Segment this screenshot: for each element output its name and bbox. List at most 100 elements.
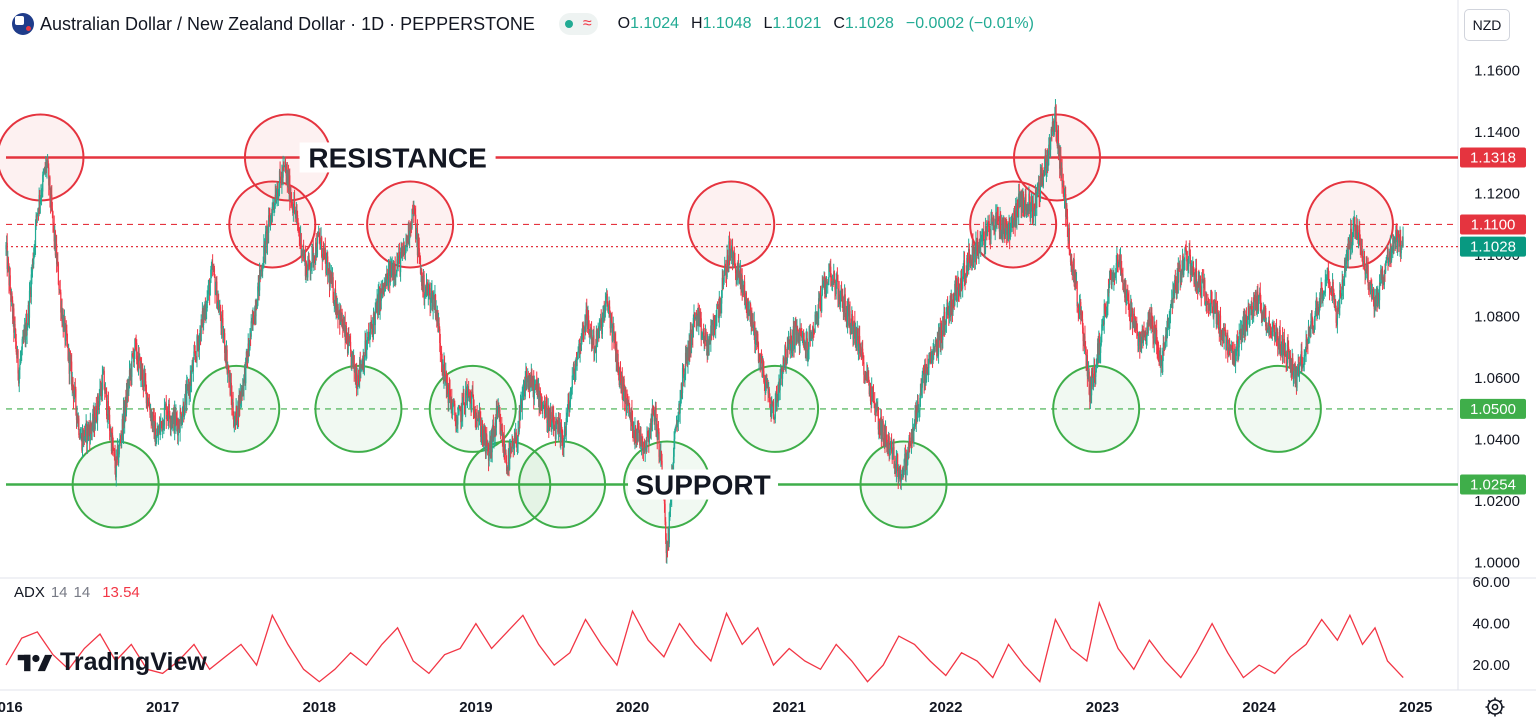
candle-body <box>1361 239 1363 257</box>
support-circle <box>518 440 607 529</box>
candle-body <box>1060 155 1062 174</box>
candle-body <box>395 272 397 276</box>
time-axis-tick-label: 2018 <box>303 699 336 716</box>
candle-body <box>736 271 738 280</box>
candle-body <box>980 241 982 248</box>
candle-body <box>755 332 757 344</box>
candle-body <box>116 456 118 458</box>
candle-body <box>510 451 513 453</box>
candle-body <box>1273 326 1275 332</box>
symbol-title[interactable]: Australian Dollar / New Zealand Dollar ·… <box>40 13 535 34</box>
settings-gear-icon[interactable] <box>1484 696 1506 718</box>
adx-param-2: 14 <box>73 584 91 601</box>
candle-body <box>263 241 266 245</box>
candle-body <box>173 409 175 431</box>
candle-body <box>1293 364 1295 378</box>
candle-body <box>1284 354 1286 355</box>
candle-body <box>224 333 226 354</box>
candle-body <box>1386 254 1388 258</box>
candle-body <box>857 344 860 351</box>
candle-body <box>1074 277 1076 288</box>
tradingview-logo[interactable]: TradingView <box>16 648 207 677</box>
candle-body <box>884 432 886 447</box>
candle-body <box>442 366 444 379</box>
candle-body <box>462 393 464 399</box>
candle-body <box>684 374 686 377</box>
currency-selector[interactable]: NZD <box>1464 9 1510 41</box>
candle-body <box>727 265 729 268</box>
candle-body <box>335 303 337 311</box>
candle-body <box>146 393 148 404</box>
candle-body <box>765 380 767 383</box>
candle-body <box>1130 301 1132 322</box>
candle-body <box>1368 285 1370 289</box>
candle-body <box>862 348 864 356</box>
candle-body <box>1325 279 1327 281</box>
candle-body <box>13 323 16 333</box>
candle-body <box>1025 208 1028 210</box>
candle-body <box>222 318 224 338</box>
candle-body <box>575 361 578 367</box>
candle-body <box>1350 228 1352 249</box>
candle-body <box>995 212 997 226</box>
candle-body <box>1103 320 1105 325</box>
candle-body <box>952 300 954 313</box>
candle-body <box>266 230 268 245</box>
candle-body <box>1153 338 1155 343</box>
candle-body <box>549 417 551 419</box>
candle-body <box>421 269 423 286</box>
candle-body <box>733 256 735 258</box>
candle-body <box>833 271 835 283</box>
candle-body <box>357 375 359 389</box>
candle-body <box>99 388 101 398</box>
candle-body <box>1239 329 1241 333</box>
candle-body <box>1323 293 1325 295</box>
candle-body <box>307 255 310 267</box>
candle-body <box>231 402 234 407</box>
candle-body <box>1045 167 1048 174</box>
candle-body <box>913 423 915 442</box>
candle-body <box>848 306 850 326</box>
candle-body <box>580 343 582 352</box>
candle-body <box>763 370 765 383</box>
candle-body <box>803 339 805 349</box>
candle-body <box>780 369 782 379</box>
candle-body <box>957 277 959 290</box>
candle-body <box>1028 193 1030 212</box>
candle-body <box>391 266 393 269</box>
candle-body <box>166 415 169 417</box>
candle-body <box>818 298 820 319</box>
candle-body <box>1184 248 1186 261</box>
candle-body <box>1001 219 1004 237</box>
candle-body <box>1371 294 1373 300</box>
candle-body <box>552 414 554 416</box>
candle-body <box>409 236 411 240</box>
candle-body <box>1275 327 1277 337</box>
candle-body <box>1392 237 1395 252</box>
candle-body <box>1294 363 1296 365</box>
candle-body <box>686 349 688 358</box>
candle-body <box>655 405 657 431</box>
candle-body <box>300 233 302 256</box>
candle-body <box>809 330 811 333</box>
candle-body <box>167 415 169 420</box>
candle-body <box>314 260 316 262</box>
indicator-pill[interactable]: ≈ <box>558 13 598 35</box>
candle-body <box>1015 203 1017 226</box>
time-axis-tick-label: 2025 <box>1399 699 1432 716</box>
candle-body <box>160 421 162 426</box>
candle-body <box>304 253 307 277</box>
support-circle <box>1233 364 1322 453</box>
candle-body <box>573 364 575 374</box>
candle-body <box>625 390 627 409</box>
candle-body <box>1210 290 1213 301</box>
candle-body <box>583 331 585 333</box>
candle-body <box>441 363 443 368</box>
candle-body <box>1251 311 1254 314</box>
candle-body <box>1208 303 1210 308</box>
candle-body <box>1075 281 1078 282</box>
candle-body <box>1177 266 1179 284</box>
candle-body <box>874 402 876 408</box>
adx-legend[interactable]: ADX 14 14 13.54 <box>14 584 140 601</box>
